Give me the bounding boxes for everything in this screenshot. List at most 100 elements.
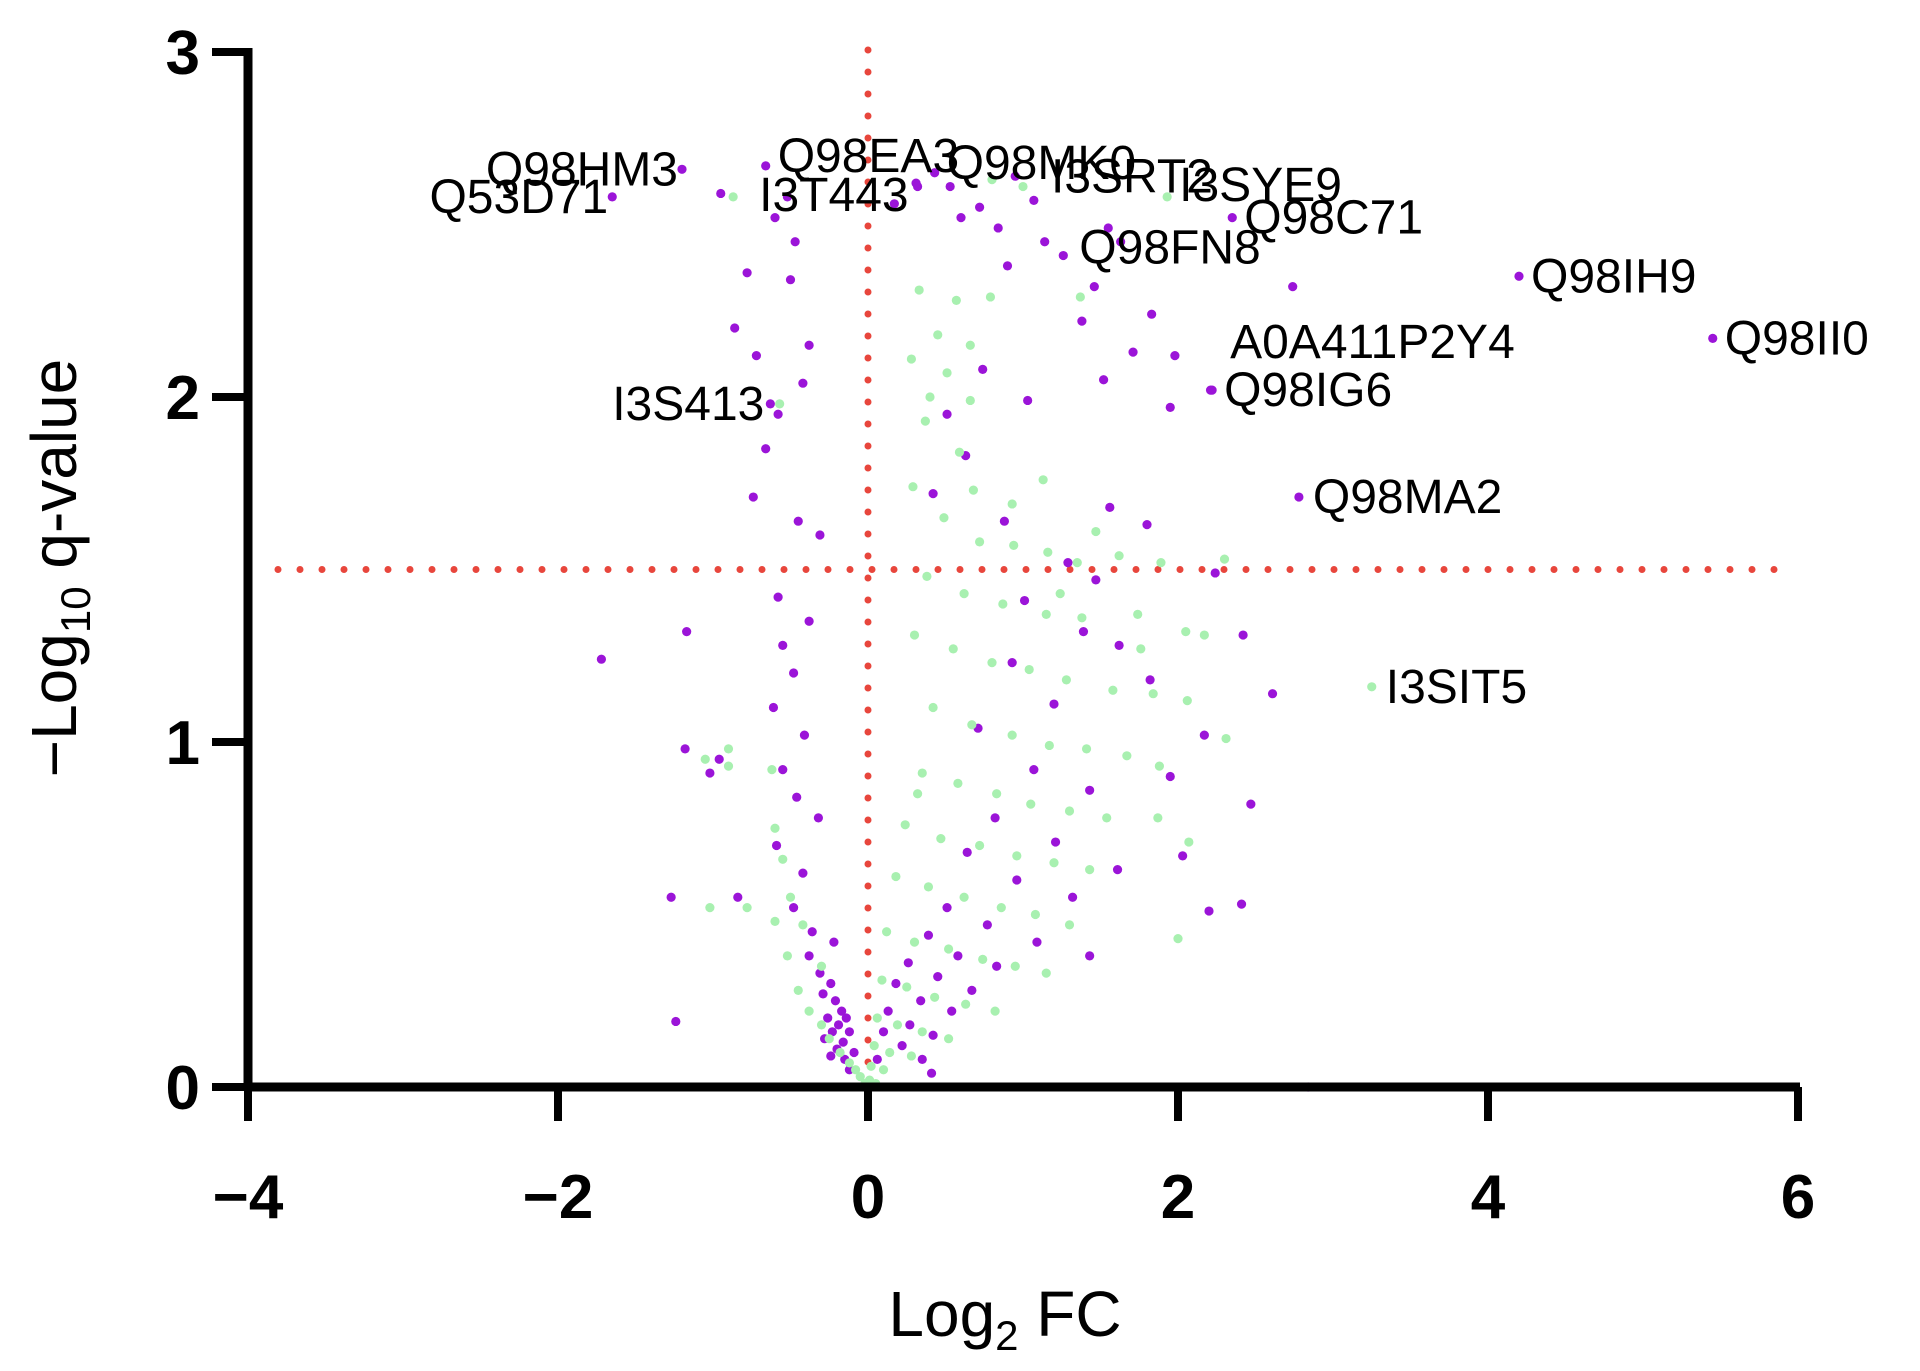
- green-point: [1007, 730, 1017, 740]
- purple-point: [1227, 213, 1237, 223]
- purple-point: [748, 492, 758, 502]
- green-point: [1061, 675, 1071, 685]
- purple-point: [813, 813, 824, 823]
- purple-point: [671, 1016, 681, 1027]
- purple-point: [889, 199, 899, 209]
- purple-point: [607, 192, 617, 202]
- green-point: [985, 292, 996, 302]
- green-point: [892, 1020, 903, 1030]
- green-point: [872, 1013, 882, 1023]
- green-point: [1133, 609, 1143, 619]
- green-point: [1153, 813, 1163, 823]
- purple-point: [778, 640, 788, 651]
- purple-point: [815, 530, 825, 540]
- green-point: [953, 778, 963, 789]
- purple-point: [826, 1051, 836, 1061]
- green-point: [944, 1034, 954, 1044]
- purple-point: [962, 847, 972, 858]
- x-axis-title-rest: FC: [1019, 1278, 1122, 1350]
- purple-point: [1077, 316, 1087, 326]
- green-point: [1024, 664, 1034, 675]
- green-point: [855, 1072, 865, 1082]
- purple-point: [680, 744, 690, 754]
- green-point: [866, 1061, 876, 1071]
- purple-point: [1165, 771, 1175, 782]
- point-label: Q98IG6: [1224, 364, 1392, 417]
- green-point: [700, 754, 710, 764]
- green-point: [891, 871, 901, 882]
- green-point: [1010, 961, 1020, 971]
- axis-ticks: −4 −2 0 2 4 6 0 1 2 3: [166, 19, 1816, 1232]
- green-point: [1102, 813, 1112, 823]
- purple-point: [926, 1068, 937, 1078]
- green-point: [906, 1051, 917, 1061]
- purple-point: [1246, 799, 1256, 809]
- green-point: [1030, 909, 1040, 920]
- purple-point: [782, 192, 793, 202]
- green-point: [885, 1047, 895, 1058]
- green-point: [1055, 589, 1065, 599]
- green-point: [1156, 558, 1166, 568]
- purple-point: [978, 364, 988, 374]
- purple-point: [730, 323, 740, 333]
- green-point: [965, 340, 975, 350]
- purple-point: [770, 213, 780, 223]
- y-tick-label: 1: [166, 709, 200, 778]
- green-point: [1064, 806, 1075, 816]
- purple-point: [765, 399, 775, 409]
- green-point: [851, 1065, 861, 1075]
- green-point: [844, 1058, 855, 1068]
- x-axis-title: Log2 FC: [888, 1278, 1121, 1359]
- green-point: [728, 192, 738, 202]
- purple-point: [905, 1020, 915, 1030]
- purple-point: [830, 996, 841, 1006]
- purple-point: [947, 1006, 957, 1016]
- green-point: [778, 854, 788, 864]
- purple-point: [761, 161, 771, 171]
- purple-point: [1210, 568, 1220, 578]
- purple-point: [916, 996, 926, 1006]
- purple-point: [761, 444, 771, 454]
- point-label: Q98II0: [1725, 312, 1869, 365]
- green-point: [723, 761, 734, 771]
- purple-point: [716, 188, 726, 199]
- green-point: [782, 951, 793, 961]
- x-tick-label: 6: [1781, 1163, 1815, 1232]
- point-label: I3SIT5: [1386, 661, 1527, 714]
- purple-point: [1058, 250, 1068, 261]
- purple-point: [1010, 171, 1020, 181]
- point-label: Q98HM3: [486, 143, 678, 196]
- green-point: [959, 589, 969, 599]
- point-label: Q53D71: [429, 171, 608, 224]
- purple-point: [1114, 640, 1124, 651]
- purple-point: [714, 754, 724, 764]
- green-point: [975, 537, 985, 547]
- purple-point: [804, 951, 814, 961]
- purple-point: [1267, 689, 1278, 699]
- purple-point: [872, 1054, 882, 1064]
- purple-point: [1236, 899, 1247, 909]
- purple-point: [942, 903, 952, 913]
- x-tick-label: 4: [1471, 1163, 1506, 1232]
- green-point: [798, 920, 808, 930]
- y-tick-label: 0: [166, 1054, 200, 1123]
- purple-point: [804, 616, 814, 626]
- purple-point: [891, 978, 901, 989]
- green-point: [767, 765, 777, 775]
- green-point: [1049, 858, 1059, 868]
- purple-point: [833, 1020, 844, 1030]
- green-point: [1221, 733, 1231, 744]
- purple-point: [923, 930, 934, 940]
- purple-point: [1085, 785, 1095, 795]
- y-axis-title-rest: q-value: [18, 359, 90, 587]
- purple-point: [933, 972, 943, 982]
- purple-point: [903, 958, 913, 968]
- green-point: [816, 961, 827, 971]
- purple-point: [1178, 851, 1188, 861]
- green-point: [1072, 558, 1082, 568]
- purple-point: [1012, 875, 1022, 885]
- purple-point: [1103, 223, 1113, 233]
- purple-point: [841, 1013, 851, 1023]
